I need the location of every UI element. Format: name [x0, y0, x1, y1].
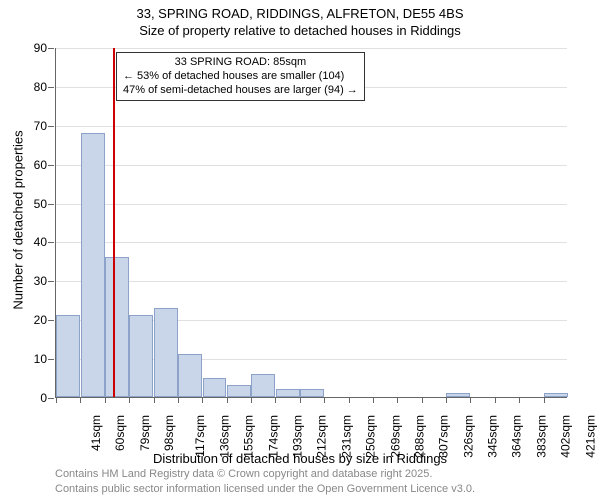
annotation-line1: 33 SPRING ROAD: 85sqm [123, 56, 358, 70]
gridline-h [56, 281, 567, 282]
gridline-h [56, 242, 567, 243]
footer-line2: Contains public sector information licen… [55, 482, 475, 496]
title-line1: 33, SPRING ROAD, RIDDINGS, ALFRETON, DE5… [0, 6, 600, 23]
histogram-bar [251, 374, 275, 397]
histogram-bar [203, 378, 227, 397]
y-tick-label: 60 [17, 158, 47, 172]
y-tick [48, 87, 54, 88]
y-tick [48, 320, 54, 321]
histogram-bar [300, 389, 324, 397]
y-tick-label: 10 [17, 352, 47, 366]
y-tick-label: 0 [17, 391, 47, 405]
x-tick [178, 397, 179, 403]
gridline-h [56, 165, 567, 166]
histogram-bar [276, 389, 300, 397]
annotation-line2: ← 53% of detached houses are smaller (10… [123, 70, 358, 84]
x-tick [300, 397, 301, 403]
x-tick-label: 79sqm [138, 415, 152, 451]
x-tick [80, 397, 81, 403]
x-tick [129, 397, 130, 403]
y-tick [48, 204, 54, 205]
y-tick [48, 165, 54, 166]
histogram-bar [56, 315, 80, 397]
histogram-bar [154, 308, 178, 397]
x-tick [275, 397, 276, 403]
y-tick [48, 398, 54, 399]
marker-line [113, 48, 115, 397]
x-tick [251, 397, 252, 403]
x-tick [495, 397, 496, 403]
x-tick [446, 397, 447, 403]
y-tick-label: 80 [17, 80, 47, 94]
histogram-bar [446, 393, 470, 397]
x-tick [470, 397, 471, 403]
y-tick [48, 281, 54, 282]
plot-area: 010203040506070809041sqm60sqm79sqm98sqm1… [55, 48, 567, 398]
x-tick [397, 397, 398, 403]
y-tick-label: 20 [17, 313, 47, 327]
x-tick [324, 397, 325, 403]
annotation-box: 33 SPRING ROAD: 85sqm ← 53% of detached … [116, 52, 365, 101]
x-tick [202, 397, 203, 403]
histogram-bar [129, 315, 153, 397]
y-tick-label: 70 [17, 119, 47, 133]
y-tick-label: 40 [17, 235, 47, 249]
y-tick-label: 30 [17, 274, 47, 288]
histogram-bar [544, 393, 568, 397]
histogram-bar [227, 385, 251, 397]
y-tick-label: 50 [17, 197, 47, 211]
y-tick [48, 126, 54, 127]
footer-line1: Contains HM Land Registry data © Crown c… [55, 467, 475, 481]
gridline-h [56, 204, 567, 205]
histogram-bar [81, 133, 105, 397]
x-tick [154, 397, 155, 403]
y-tick [48, 48, 54, 49]
y-tick-label: 90 [17, 41, 47, 55]
annotation-line3: 47% of semi-detached houses are larger (… [123, 84, 358, 98]
x-tick [544, 397, 545, 403]
x-tick [373, 397, 374, 403]
chart-container: 33, SPRING ROAD, RIDDINGS, ALFRETON, DE5… [0, 0, 600, 500]
gridline-h [56, 126, 567, 127]
histogram-bar [105, 257, 129, 397]
x-tick [56, 397, 57, 403]
x-tick-label: 41sqm [89, 415, 103, 451]
y-tick [48, 359, 54, 360]
x-tick [105, 397, 106, 403]
histogram-bar [178, 354, 202, 397]
x-tick [349, 397, 350, 403]
title-line2: Size of property relative to detached ho… [0, 23, 600, 40]
x-tick [519, 397, 520, 403]
gridline-h [56, 48, 567, 49]
x-axis-label: Distribution of detached houses by size … [0, 451, 600, 466]
footer: Contains HM Land Registry data © Crown c… [55, 467, 475, 496]
x-tick [422, 397, 423, 403]
x-tick [227, 397, 228, 403]
x-tick-label: 98sqm [162, 415, 176, 451]
x-tick-label: 60sqm [113, 415, 127, 451]
chart-title: 33, SPRING ROAD, RIDDINGS, ALFRETON, DE5… [0, 0, 600, 40]
y-tick [48, 242, 54, 243]
